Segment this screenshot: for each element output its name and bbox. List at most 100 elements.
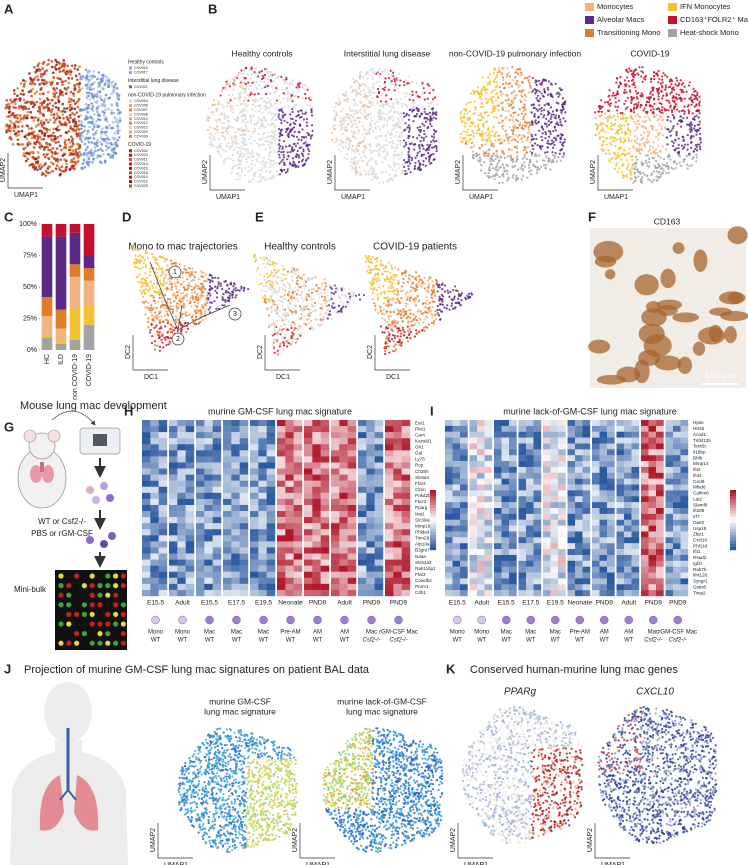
cell-point: [269, 145, 272, 148]
cell-point: [516, 145, 519, 148]
cell-point: [670, 109, 674, 112]
cell-point: [518, 74, 522, 77]
cell-point: [529, 141, 532, 144]
cell-point: [686, 167, 689, 170]
cell-point: [59, 158, 63, 161]
cell-point: [623, 139, 627, 142]
cell-point: [601, 141, 605, 144]
cell-point: [552, 141, 555, 144]
cell-point: [427, 146, 430, 149]
cell-point: [385, 113, 389, 116]
cell-point: [378, 75, 381, 78]
cell-point: [358, 71, 361, 74]
cell-point: [641, 95, 644, 98]
cell-point: [389, 178, 392, 181]
cell-point: [55, 117, 59, 120]
cell-point: [609, 161, 612, 164]
cell-point: [403, 115, 406, 118]
cell-point: [672, 141, 675, 144]
cell-point: [252, 115, 255, 118]
cell-point: [392, 161, 396, 164]
cell-point: [410, 157, 414, 160]
legend-swatch: [129, 117, 132, 121]
y-tick-label: 0%: [27, 347, 37, 354]
cell-point: [625, 69, 628, 72]
cell-point: [222, 86, 225, 90]
cell-point: [497, 138, 500, 141]
cell-point: [274, 130, 277, 133]
well: [74, 573, 80, 579]
cell-point: [514, 177, 517, 180]
cell-point: [540, 82, 544, 85]
cell-point: [284, 130, 288, 134]
cell-point: [309, 137, 312, 140]
cell-point: [528, 158, 532, 162]
cell-point: [262, 156, 265, 160]
cell-point: [249, 77, 253, 80]
bar-segment: [55, 343, 67, 350]
cell-point: [111, 121, 115, 124]
cell-point: [278, 94, 281, 97]
cell-point: [151, 286, 154, 289]
cell-point: [489, 134, 492, 137]
cell-point: [479, 134, 482, 138]
cell-point: [43, 127, 46, 130]
cell-point: [36, 151, 40, 154]
cell-point: [401, 119, 404, 122]
cell-point: [652, 98, 656, 101]
panel-label: F: [588, 209, 596, 224]
cell-point: [529, 150, 532, 153]
well: [81, 611, 87, 618]
cell-point: [598, 104, 602, 107]
cell-point: [101, 149, 104, 153]
cell-point: [559, 123, 563, 126]
cell-point: [366, 163, 369, 166]
cell-point: [38, 135, 41, 139]
cell-point: [97, 104, 100, 108]
cell-point: [158, 345, 162, 348]
cell-point: [351, 161, 354, 165]
cell-point: [359, 90, 362, 93]
cell-point: [261, 166, 264, 170]
cell-point: [281, 88, 284, 91]
bar-segment: [41, 224, 53, 237]
cell-point: [547, 123, 551, 126]
cell-point: [262, 160, 265, 163]
cell-point: [636, 137, 639, 140]
cell-point: [42, 137, 45, 141]
cell-point: [165, 269, 168, 272]
cell-point: [231, 105, 234, 108]
cell-point: [495, 131, 498, 134]
cell-point: [634, 86, 637, 89]
cell-point: [33, 65, 36, 69]
cell-point: [535, 122, 538, 125]
cell-point: [647, 97, 650, 100]
cell-point: [115, 86, 119, 90]
cell-point: [601, 105, 604, 108]
cell-point: [623, 79, 626, 82]
cell-point: [501, 163, 505, 166]
cell-point: [42, 172, 45, 176]
cell-point: [538, 154, 541, 157]
cell-point: [503, 139, 506, 142]
cell-point: [625, 174, 628, 177]
cell-point: [99, 96, 102, 100]
cell-point: [245, 130, 248, 133]
cell-point: [209, 126, 212, 129]
cell-point: [66, 116, 69, 120]
cell-point: [257, 153, 261, 156]
cell-point: [253, 100, 256, 103]
cell-point: [259, 179, 262, 183]
cell-point: [352, 77, 355, 81]
cell-point: [504, 130, 507, 133]
cell-point: [94, 149, 97, 153]
cell-point: [40, 137, 43, 141]
cell-point: [277, 115, 280, 118]
cell-point: [482, 122, 485, 125]
cell-point: [344, 116, 348, 119]
cell-point: [395, 143, 398, 146]
cell-point: [493, 115, 496, 118]
cell-point: [310, 108, 313, 111]
cell-point: [497, 134, 500, 137]
cell-point: [171, 325, 174, 328]
